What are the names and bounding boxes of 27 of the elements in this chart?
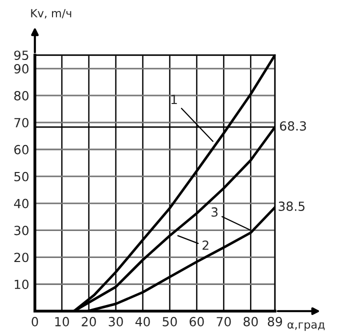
x-tick-label: 50 xyxy=(162,316,177,326)
x-tick-label: 60 xyxy=(190,316,204,326)
x-tick-label: 70 xyxy=(216,316,231,326)
x-tick-label: 40 xyxy=(135,316,150,326)
y-tick-label: 80 xyxy=(14,91,28,100)
x-tick-label: 30 xyxy=(108,316,123,326)
y-tick-label: 20 xyxy=(14,252,28,262)
y-tick-label: 30 xyxy=(14,226,28,236)
x-tick-label: 80 xyxy=(244,316,258,326)
y-tick-label: 40 xyxy=(14,198,28,208)
y-tick-label: 10 xyxy=(14,280,28,290)
annotation: 3 xyxy=(212,207,218,217)
y-tick-label: 60 xyxy=(14,144,28,154)
x-tick-label: 89 xyxy=(268,316,282,326)
y-tick-label: 70 xyxy=(14,118,28,128)
y-tick-label: 50 xyxy=(14,172,28,182)
annotation: 1 xyxy=(171,94,177,104)
y-tick-label: 90 xyxy=(14,64,28,74)
ref-line-label: 68.3 xyxy=(280,121,306,131)
x-tick-label: 0 xyxy=(32,316,38,326)
x-axis-title: α,град xyxy=(288,322,325,331)
y-tick-label: 95 xyxy=(14,50,28,60)
annotation: 2 xyxy=(202,240,208,250)
y-axis-title: Kv, m/ч xyxy=(31,9,72,18)
x-tick-label: 10 xyxy=(55,316,69,326)
annotation: 38.5 xyxy=(278,202,304,212)
x-tick-label: 20 xyxy=(82,316,96,326)
